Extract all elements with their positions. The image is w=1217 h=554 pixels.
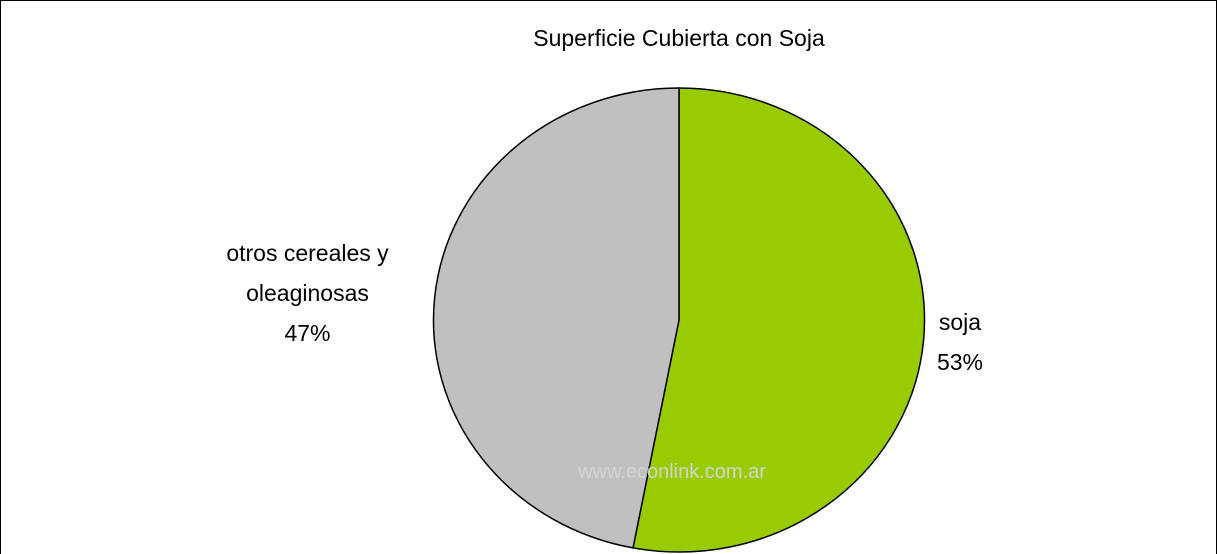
chart-title: Superficie Cubierta con Soja (533, 25, 825, 51)
category-label: soja (938, 309, 982, 335)
slice-label: soja 53% (900, 302, 1020, 382)
slice-label: otros cereales y oleaginosas 47% (190, 233, 425, 353)
pie-slice (432, 87, 680, 549)
watermark: www.econlink.com.ar (577, 461, 766, 483)
pie (432, 87, 926, 553)
category-label: otros cereales y oleaginosas (226, 240, 389, 306)
value-label: 53% (936, 349, 984, 375)
pie-slice (632, 87, 926, 553)
value-label: 47% (284, 320, 331, 346)
